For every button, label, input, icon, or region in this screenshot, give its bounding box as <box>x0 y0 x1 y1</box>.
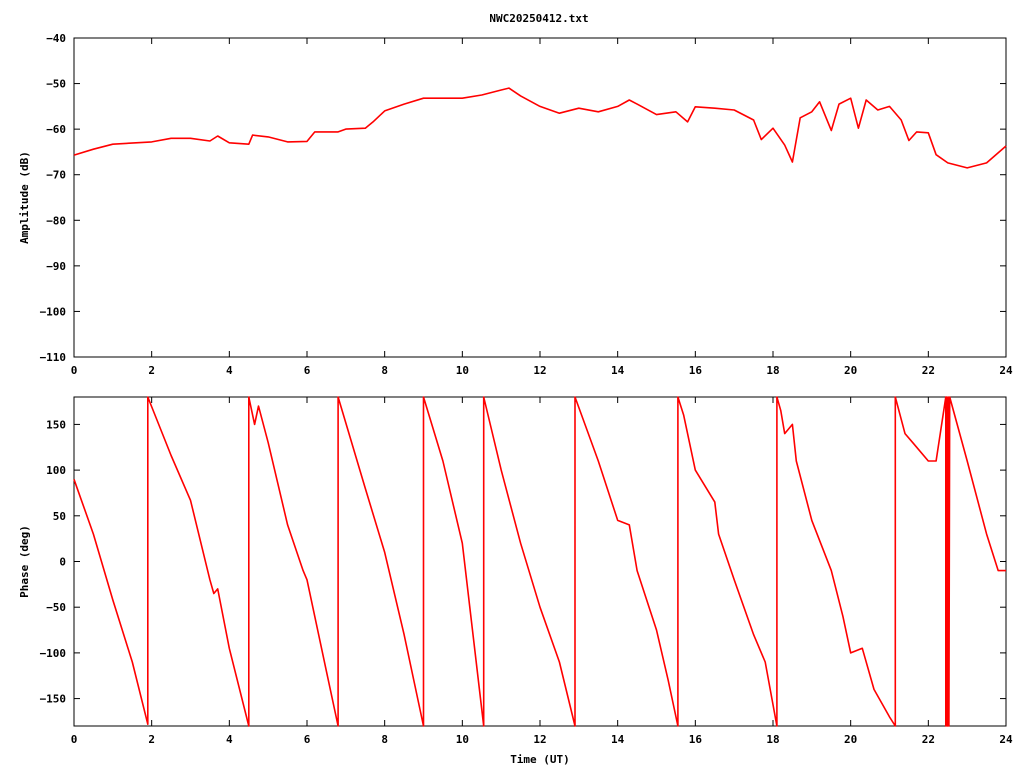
y-tick-label: −50 <box>46 78 66 91</box>
x-tick-label: 4 <box>226 733 233 746</box>
x-tick-label: 18 <box>766 733 779 746</box>
x-axis-label: Time (UT) <box>510 753 570 766</box>
x-tick-label: 8 <box>381 733 388 746</box>
x-tick-label: 2 <box>148 733 155 746</box>
x-tick-label: 2 <box>148 364 155 377</box>
x-tick-label: 12 <box>533 364 546 377</box>
y-axis-label: Phase (deg) <box>18 525 31 598</box>
x-tick-label: 24 <box>999 364 1013 377</box>
x-tick-label: 0 <box>71 364 78 377</box>
x-tick-label: 4 <box>226 364 233 377</box>
chart-title: NWC20250412.txt <box>489 12 588 25</box>
x-tick-label: 10 <box>456 364 469 377</box>
x-tick-label: 0 <box>71 733 78 746</box>
plot-frame <box>73 396 1007 727</box>
y-tick-label: −40 <box>46 32 66 45</box>
x-tick-label: 10 <box>456 733 469 746</box>
x-tick-label: 18 <box>766 364 779 377</box>
x-tick-label: 16 <box>689 364 703 377</box>
x-tick-label: 14 <box>611 733 625 746</box>
x-tick-label: 22 <box>922 733 935 746</box>
y-tick-label: −100 <box>40 305 67 318</box>
y-tick-label: 50 <box>53 510 66 523</box>
y-tick-label: 100 <box>46 464 66 477</box>
x-tick-label: 16 <box>689 733 703 746</box>
amplitude-series-line <box>73 87 1007 169</box>
phase-series-line <box>73 396 1006 727</box>
x-tick-label: 8 <box>381 364 388 377</box>
phase-plot: 0 2 4 6 8 10 12 14 16 18 20 22 24−150−100−5005010015… <box>18 396 1013 766</box>
x-tick-label: 24 <box>999 733 1013 746</box>
x-tick-label: 6 <box>304 733 311 746</box>
x-tick-label: 12 <box>533 733 546 746</box>
x-tick-label: 22 <box>922 364 935 377</box>
x-tick-label: 14 <box>611 364 625 377</box>
x-tick-label: 20 <box>844 733 857 746</box>
plot-frame <box>73 37 1007 358</box>
y-tick-label: −90 <box>46 260 66 273</box>
y-axis-label: Amplitude (dB) <box>18 151 31 244</box>
y-tick-label: −60 <box>46 123 66 136</box>
y-tick-label: −80 <box>46 214 66 227</box>
y-tick-label: −100 <box>40 647 67 660</box>
y-tick-label: −110 <box>40 351 67 364</box>
y-tick-label: −50 <box>46 601 66 614</box>
amplitude-plot: 0 2 4 6 8 10 12 14 16 18 20 22 24−110−100−90−80−70−6… <box>18 32 1013 377</box>
y-tick-label: −70 <box>46 169 66 182</box>
y-tick-label: 0 <box>59 556 66 569</box>
y-tick-label: 150 <box>46 418 66 431</box>
x-tick-label: 20 <box>844 364 857 377</box>
y-tick-label: −150 <box>40 693 67 706</box>
x-tick-label: 6 <box>304 364 311 377</box>
